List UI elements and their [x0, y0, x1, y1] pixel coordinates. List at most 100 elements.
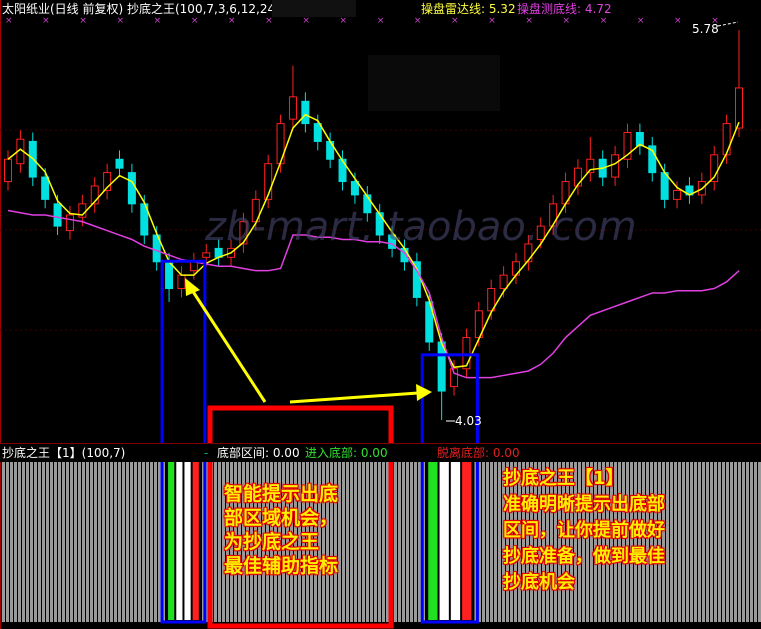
indicator-bar — [402, 462, 405, 622]
indicator-bar — [218, 462, 221, 622]
indicator-header: 抄底之王【1】(100,7) - 底部区间: 0.00 进入底部: 0.00 脱… — [0, 443, 761, 462]
x-marker: × — [228, 16, 236, 26]
indicator-bar — [734, 462, 737, 622]
indicator-bar — [282, 462, 285, 622]
candle-down — [165, 261, 174, 290]
x-marker: × — [600, 16, 608, 26]
radar-line-value: 操盘雷达线: 5.32 — [421, 2, 516, 16]
candle-up — [90, 185, 99, 205]
indicator-bar — [666, 462, 669, 622]
indicator-bar — [42, 462, 45, 622]
indicator-bar — [478, 462, 481, 622]
indicator-bar — [130, 462, 133, 622]
indicator-bar — [302, 462, 305, 622]
indicator-bar — [634, 462, 637, 622]
indicator-bar — [614, 462, 617, 622]
indicator-bar — [230, 462, 233, 622]
indicator-bar — [370, 462, 373, 622]
zone-bar — [462, 462, 472, 620]
indicator-bar — [738, 462, 741, 622]
indicator-bar — [214, 462, 217, 622]
indicator-bar — [286, 462, 289, 622]
indicator-bar — [650, 462, 653, 622]
indicator-bar — [78, 462, 81, 622]
candle-down — [388, 234, 397, 249]
callout-line: 智能提示出底 — [224, 483, 339, 505]
indicator-bar — [714, 462, 717, 622]
zone-bar — [184, 462, 191, 620]
indicator-bar — [682, 462, 685, 622]
indicator-bar — [34, 462, 37, 622]
x-marker: × — [265, 16, 273, 26]
candle-up — [549, 203, 558, 227]
x-marker: × — [414, 16, 422, 26]
indicator-bar — [382, 462, 385, 622]
candle-up — [611, 154, 620, 178]
candle-up — [177, 274, 186, 290]
indicator-bar — [158, 462, 161, 622]
indicator-bar — [222, 462, 225, 622]
indicator-bar — [642, 462, 645, 622]
indicator-bar — [318, 462, 321, 622]
x-marker: × — [117, 16, 125, 26]
callout-line: 区间，让你提前做好 — [503, 520, 665, 541]
indicator-bar — [14, 462, 17, 622]
indicator-bar — [254, 462, 257, 622]
indicator-bar — [82, 462, 85, 622]
candle-up — [524, 243, 533, 263]
indicator-bar — [542, 462, 545, 622]
bottom-line-value: 操盘测底线: 4.72 — [517, 2, 612, 16]
indicator-bar — [354, 462, 357, 622]
indicator-bar — [330, 462, 333, 622]
indicator-bar — [558, 462, 561, 622]
indicator-bar — [250, 462, 253, 622]
candle-up — [487, 288, 496, 312]
indicator-bar — [242, 462, 245, 622]
candle-up — [462, 337, 471, 370]
x-marker: × — [637, 16, 645, 26]
indicator-bar — [102, 462, 105, 622]
indicator-bar — [338, 462, 341, 622]
candle-down — [350, 181, 359, 196]
indicator-bar — [694, 462, 697, 622]
indicator-bar — [490, 462, 493, 622]
indicator-bar — [98, 462, 101, 622]
candle-up — [573, 167, 582, 187]
indicator-bar — [2, 462, 5, 622]
indicator-bar — [322, 462, 325, 622]
candle-down — [648, 145, 657, 174]
x-marker: × — [488, 16, 496, 26]
candle-down — [301, 100, 310, 125]
indicator-bar — [514, 462, 517, 622]
indicator-bar — [618, 462, 621, 622]
indicator-bar — [18, 462, 21, 622]
x-marker: × — [377, 16, 385, 26]
callout-right-text: 抄底之王【1】 准确明晰提示出底部 区间，让你提前做好 抄底准备，做到最佳 抄底… — [503, 466, 665, 596]
indicator-bar — [582, 462, 585, 622]
zone-bar — [439, 462, 449, 620]
indicator-bar — [590, 462, 593, 622]
indicator-bar — [310, 462, 313, 622]
indicator-bar — [258, 462, 261, 622]
indicator-bar — [94, 462, 97, 622]
indicator-bar — [378, 462, 381, 622]
callout-left-text: 智能提示出底 部区域机会， 为抄底之王 最佳辅助指标 — [224, 482, 338, 578]
candle-up — [202, 252, 211, 258]
indicator-bar — [106, 462, 109, 622]
indicator-bar — [114, 462, 117, 622]
indicator-bar — [502, 462, 505, 622]
zone-bar — [168, 462, 175, 620]
indicator-bar — [638, 462, 641, 622]
leave-bottom-value: 脱离底部: 0.00 — [437, 446, 520, 460]
indicator-bar — [262, 462, 265, 622]
indicator-bar — [274, 462, 277, 622]
indicator-bar — [298, 462, 301, 622]
callout-line: 准确明晰提示出底部 — [503, 494, 665, 515]
high-pointer — [717, 21, 739, 27]
indicator-bar — [706, 462, 709, 622]
callout-line: 部区域机会， — [224, 507, 339, 529]
x-marker: × — [451, 16, 459, 26]
indicator-bar — [522, 462, 525, 622]
indicator-bar — [674, 462, 677, 622]
